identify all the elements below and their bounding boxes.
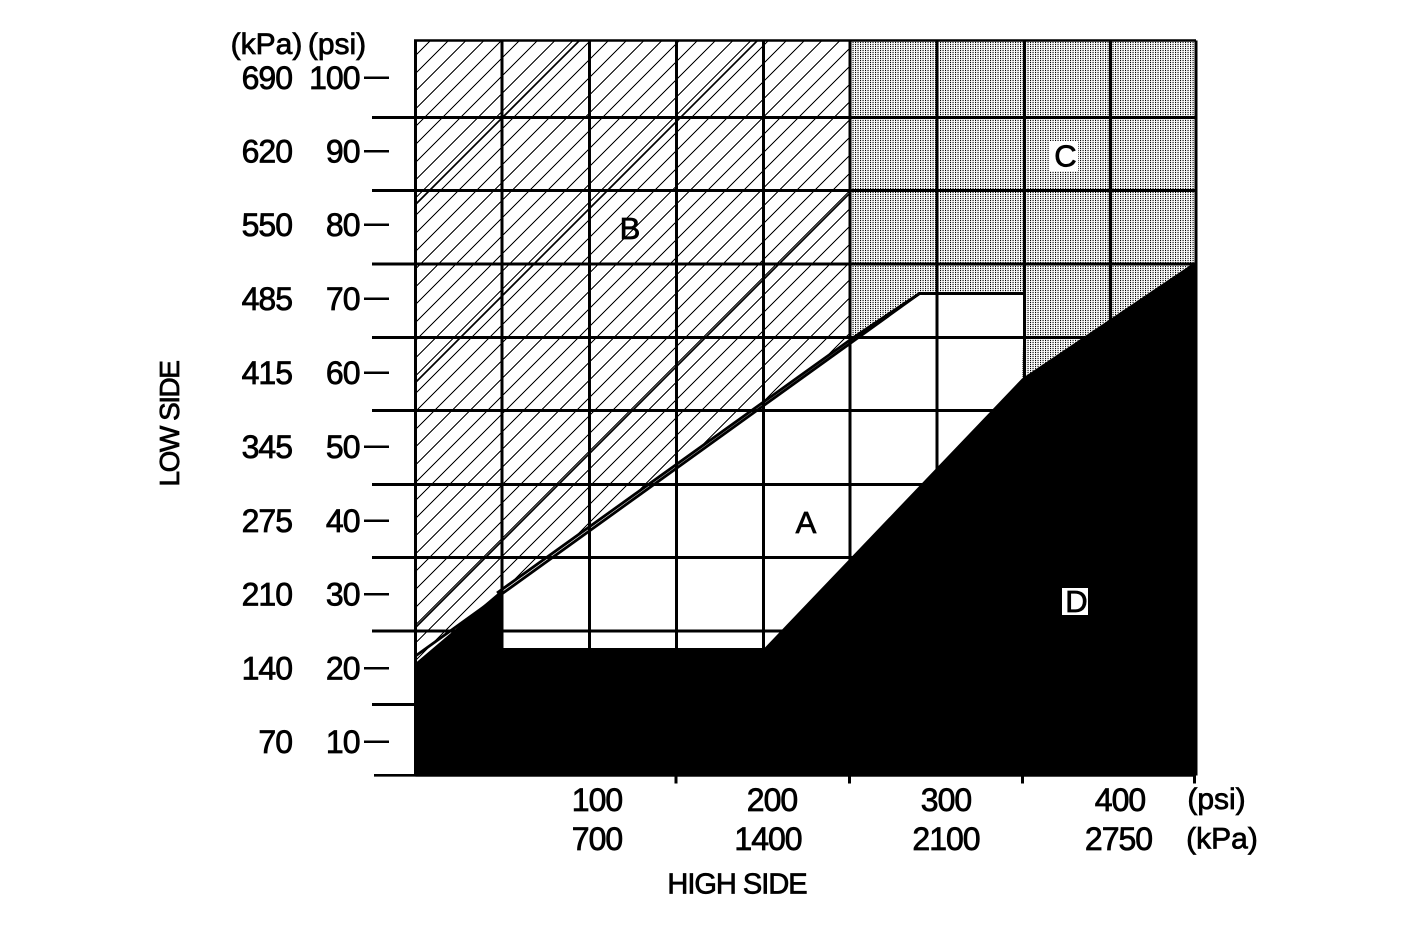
svg-text:210: 210 <box>242 577 293 613</box>
svg-text:D: D <box>1065 584 1087 619</box>
svg-text:345: 345 <box>242 429 293 465</box>
svg-text:(kPa): (kPa) <box>231 28 303 61</box>
svg-text:80: 80 <box>326 207 360 243</box>
svg-text:C: C <box>1054 139 1076 174</box>
svg-text:10: 10 <box>326 724 360 760</box>
svg-text:200: 200 <box>747 782 798 818</box>
svg-text:300: 300 <box>921 782 972 818</box>
svg-text:LOW SIDE: LOW SIDE <box>154 361 185 487</box>
svg-text:415: 415 <box>242 355 293 391</box>
svg-text:140: 140 <box>242 651 293 687</box>
svg-text:485: 485 <box>242 281 293 317</box>
svg-text:1400: 1400 <box>734 821 801 857</box>
svg-text:HIGH SIDE: HIGH SIDE <box>667 869 807 901</box>
svg-text:100: 100 <box>309 60 360 96</box>
svg-text:550: 550 <box>242 207 293 243</box>
svg-text:(kPa): (kPa) <box>1186 823 1258 856</box>
svg-text:(psi): (psi) <box>1187 783 1245 816</box>
svg-text:90: 90 <box>326 134 360 170</box>
svg-text:100: 100 <box>572 782 623 818</box>
svg-text:(psi): (psi) <box>308 28 366 61</box>
svg-text:2750: 2750 <box>1085 821 1152 857</box>
svg-text:B: B <box>620 211 641 246</box>
svg-text:620: 620 <box>242 134 293 170</box>
svg-text:70: 70 <box>326 281 360 317</box>
svg-text:A: A <box>796 505 817 540</box>
svg-text:30: 30 <box>326 577 360 613</box>
svg-text:400: 400 <box>1095 782 1146 818</box>
svg-text:700: 700 <box>572 821 623 857</box>
svg-text:2100: 2100 <box>912 821 979 857</box>
svg-text:690: 690 <box>242 60 293 96</box>
svg-text:275: 275 <box>242 503 293 539</box>
svg-text:40: 40 <box>326 503 360 539</box>
svg-text:60: 60 <box>326 355 360 391</box>
svg-text:20: 20 <box>326 651 360 687</box>
svg-text:70: 70 <box>258 724 292 760</box>
svg-text:50: 50 <box>326 429 360 465</box>
